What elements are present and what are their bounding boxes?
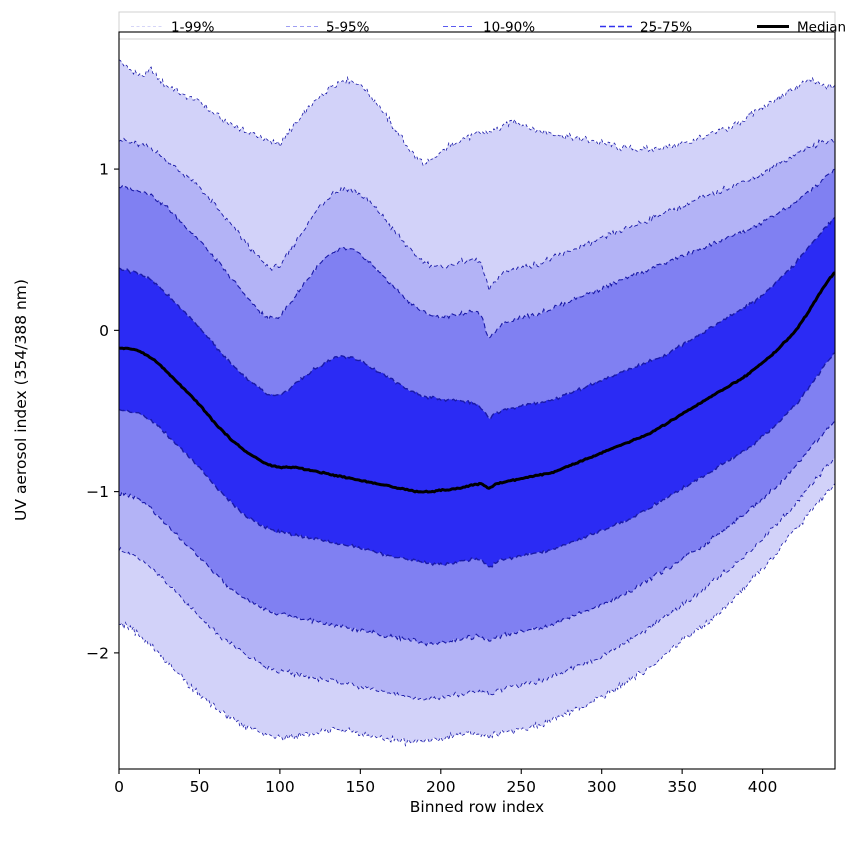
x-tick-label: 400 — [748, 778, 778, 796]
y-tick-label: −1 — [86, 483, 109, 501]
band-edge-p25 — [119, 352, 835, 568]
band-edge-p99 — [119, 59, 835, 167]
y-tick-label: 0 — [99, 322, 109, 340]
x-tick-label: 100 — [265, 778, 295, 796]
band-edge-p90 — [119, 168, 835, 339]
x-tick-label: 150 — [346, 778, 376, 796]
legend-label-Median: Median — [797, 20, 846, 36]
legend-box — [118, 11, 836, 40]
legend: 1-99% 5-95% 10-90% 25-75% Median — [118, 11, 846, 40]
y-axis-title: UV aerosol index (354/388 nm) — [12, 279, 30, 521]
x-tick-label: 0 — [114, 778, 124, 796]
axes-frame — [118, 31, 836, 770]
x-tick-label: 250 — [506, 778, 536, 796]
band-edge-p1 — [119, 483, 835, 747]
legend-label-25-75%: 25-75% — [640, 20, 692, 36]
band-edge-p95 — [119, 137, 835, 293]
legend-label-10-90%: 10-90% — [483, 20, 535, 36]
y-tick-label: −2 — [86, 644, 109, 662]
band-edges-group — [119, 59, 835, 747]
y-tick-label: 1 — [99, 161, 109, 179]
axes: 0 50 100 150 200 250 300 350 400 1 0 −1 −2 — [86, 31, 836, 796]
legend-label-1-99%: 1-99% — [171, 20, 215, 36]
bands-group — [119, 59, 835, 746]
x-tick-label: 50 — [190, 778, 210, 796]
band-edge-p5 — [119, 457, 835, 701]
x-axis-ticks: 0 50 100 150 200 250 300 350 400 — [114, 769, 777, 796]
x-tick-label: 200 — [426, 778, 456, 796]
y-axis-ticks: 1 0 −1 −2 — [86, 161, 119, 662]
legend-label-5-95%: 5-95% — [326, 20, 370, 36]
band-p75-p25 — [119, 217, 835, 567]
median-line — [119, 271, 835, 494]
x-axis-title: Binned row index — [410, 798, 544, 816]
x-tick-label: 350 — [667, 778, 697, 796]
plot-area — [119, 59, 835, 747]
x-tick-label: 300 — [587, 778, 617, 796]
band-edge-p10 — [119, 420, 835, 647]
